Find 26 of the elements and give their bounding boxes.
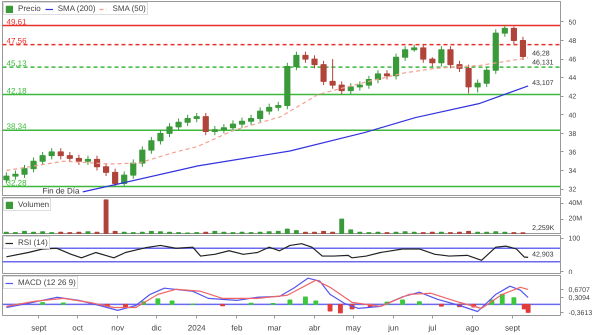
- ref-line-label: 47,56: [6, 36, 28, 46]
- x-tick-label: sept: [31, 324, 48, 332]
- x-tick-label: nov: [111, 324, 124, 332]
- ref-line-label: 49,61: [6, 18, 28, 27]
- x-tick-label: sept: [505, 324, 521, 332]
- x-tick-label: dic: [151, 324, 162, 332]
- x-tick-label: jul: [427, 324, 437, 332]
- ref-line-label: 38,34: [6, 122, 28, 132]
- ref-line-label: 42,18: [6, 86, 28, 96]
- legend-label: RSI (14): [18, 238, 48, 247]
- ref-line-label: 45,13: [6, 59, 28, 68]
- x-tick-label: mar: [267, 324, 282, 332]
- x-tick-label: oct: [72, 324, 84, 332]
- x-tick-label: 2024: [188, 324, 206, 332]
- x-tick-label: ago: [466, 324, 480, 332]
- legend-label: MACD (12 26 9): [18, 278, 76, 287]
- ref-line-label: 32,28: [6, 178, 28, 188]
- x-tick-label: feb: [231, 324, 243, 332]
- x-tick-label: abr: [308, 324, 321, 332]
- legend-label: SMA (50): [112, 4, 146, 13]
- annotation: Fin de Día: [42, 186, 80, 196]
- legend-label: SMA (200): [58, 4, 96, 13]
- x-tick-label: may: [346, 324, 361, 332]
- legend-label: Volumen: [18, 200, 50, 209]
- x-tick-label: jun: [387, 324, 399, 332]
- legend-label: Precio: [18, 4, 41, 13]
